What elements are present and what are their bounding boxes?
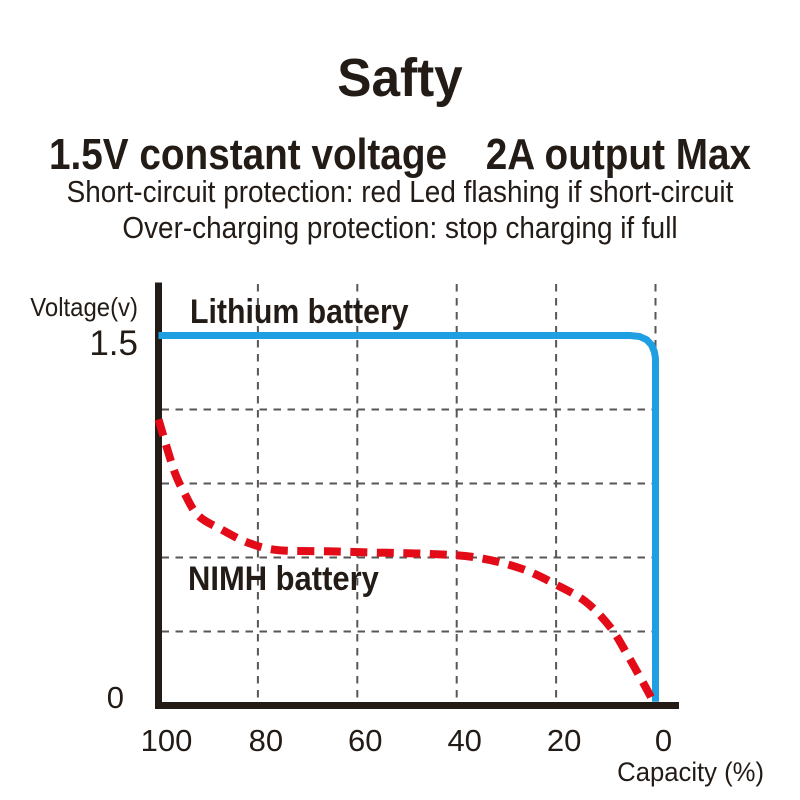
- subtitle-voltage: 1.5V constant voltage: [48, 130, 448, 179]
- y-tick-label-1-5: 1.5: [89, 324, 138, 363]
- lithium-battery-curve: [158, 332, 659, 702]
- subtitle: 1.5V constant voltage 2A output Max: [48, 130, 752, 180]
- x-tick-label: 60: [348, 723, 383, 758]
- x-tick-label: 40: [447, 723, 482, 758]
- y-axis-title: Voltage(v): [30, 292, 139, 322]
- x-tick-label: 20: [546, 723, 582, 758]
- x-tick-label: 100: [140, 723, 193, 758]
- y-tick-label-0: 0: [106, 680, 124, 715]
- x-tick-label: 80: [248, 723, 284, 758]
- subtitle-output: 2A output Max: [485, 130, 752, 179]
- page-title: Safty: [337, 48, 463, 108]
- x-tick-labels: 100 80 60 40 20 0: [0, 723, 800, 763]
- over-charging-protection-text: Over-charging protection: stop charging …: [122, 210, 678, 245]
- nimh-battery-series-label: NIMH battery: [188, 560, 379, 598]
- short-circuit-protection-text: Short-circuit protection: red Led flashi…: [66, 174, 734, 209]
- lithium-battery-series-label: Lithium battery: [190, 293, 409, 331]
- x-tick-label: 0: [654, 723, 673, 758]
- x-axis-title: Capacity (%): [617, 757, 764, 787]
